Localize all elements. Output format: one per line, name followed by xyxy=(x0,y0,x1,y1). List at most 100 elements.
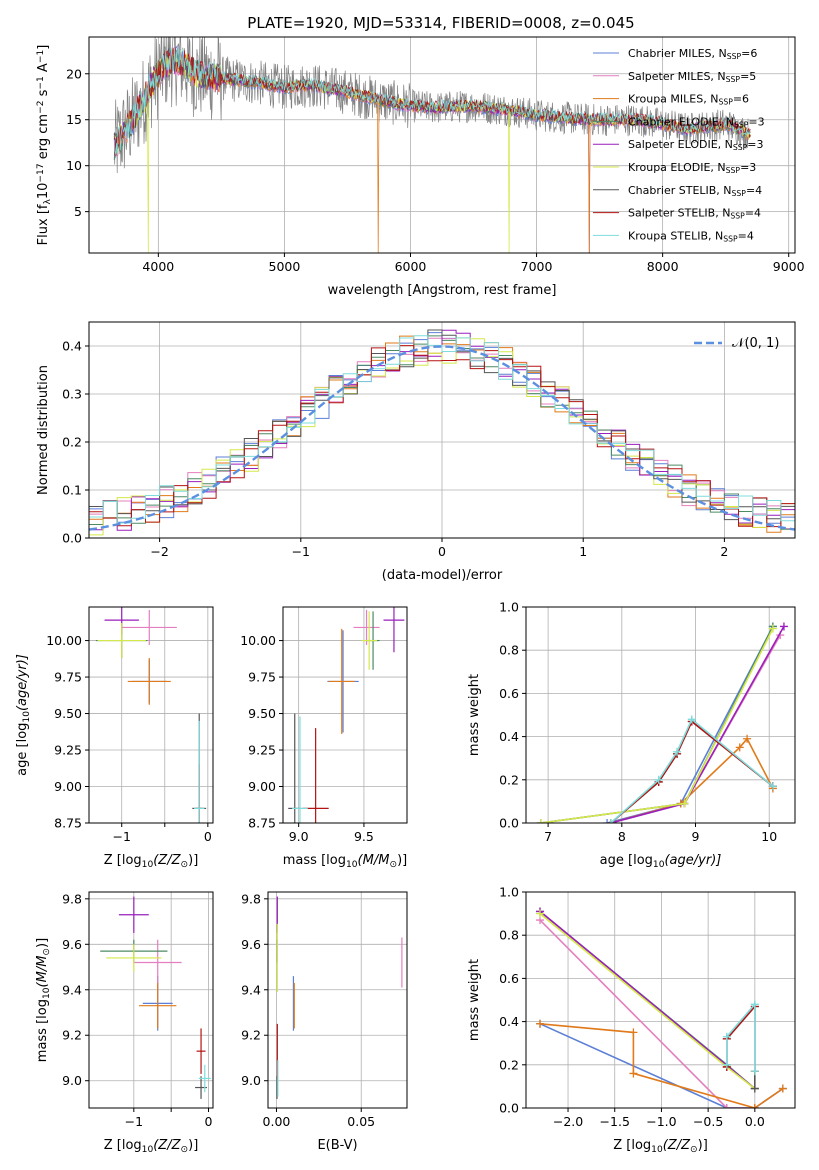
histogram-salpeter-elodie xyxy=(89,329,795,531)
mass_vs_Z-axes: −1 0 9.0 9.2 9.4 9.6 9.8 xyxy=(62,891,214,1129)
y-tick-label: 1.0 xyxy=(499,600,519,615)
residuals-ylabel: Normed distribution xyxy=(36,365,51,495)
weight-vs-age-ylabel: mass weight xyxy=(467,674,482,756)
mass_weight_vs_age-axes: 7 8 9 10 0.0 0.2 0.4 0.6 0.8 1.0 xyxy=(499,600,796,844)
x-tick-label: −1 xyxy=(113,829,131,844)
legend-label-salpeter-elodie: Salpeter ELODIE, NSSP=3 xyxy=(628,138,764,152)
y-tick-label: 0.2 xyxy=(499,1057,519,1072)
weight-marker xyxy=(722,1060,731,1069)
weight-marker xyxy=(722,1032,731,1041)
mass_weight_vs_Z-plot-area xyxy=(526,892,795,1108)
histogram-salpeter-stelib xyxy=(89,345,795,528)
legend-label-salpeter-stelib: Salpeter STELIB, NSSP=4 xyxy=(628,207,761,221)
figure-title: PLATE=1920, MJD=53314, FIBERID=0008, z=0… xyxy=(247,14,634,32)
y-tick-label: 9.6 xyxy=(241,937,261,952)
y-tick-label: 9.50 xyxy=(54,706,82,721)
weight-marker xyxy=(750,1000,759,1009)
y-tick-label: 9.00 xyxy=(248,779,276,794)
spectrum-xlabel: wavelength [Angstrom, rest frame] xyxy=(328,283,557,298)
errorbar-kroupa-stelib xyxy=(198,1064,211,1093)
mass-vs-z-ylabel: mass [log10(M/M⊙)] xyxy=(35,938,52,1062)
errorbar-salpeter-miles xyxy=(121,609,177,645)
spectrum-axes: 4000 5000 6000 7000 8000 9000 5 10 15 20 xyxy=(66,36,805,274)
x-tick-label: 0.00 xyxy=(263,1114,291,1129)
y-tick-label: 8.75 xyxy=(248,816,276,831)
errorbar-salpeter-miles xyxy=(353,609,380,645)
x-tick-label: −0.5 xyxy=(693,1114,723,1129)
weight-marker xyxy=(750,1067,759,1076)
weight-marker xyxy=(722,1104,731,1108)
y-tick-label: 0.2 xyxy=(499,772,519,787)
x-tick-label: 0 xyxy=(205,1114,213,1129)
age-vs-z-ylabel: age [log10(age/yr)] xyxy=(15,654,32,776)
errorbar-kroupa-miles xyxy=(139,982,177,1029)
x-tick-label: 0 xyxy=(204,829,212,844)
y-tick-label: 9.2 xyxy=(241,1028,261,1043)
weight-marker xyxy=(536,819,545,823)
weight-marker xyxy=(778,1084,787,1093)
weight-series-kroupa-miles xyxy=(536,1019,787,1108)
y-tick-label: 9.25 xyxy=(248,743,276,758)
mass_weight_vs_Z-frame xyxy=(525,891,796,1109)
x-tick-label: 9.0 xyxy=(289,829,309,844)
y-tick-label: 15 xyxy=(66,112,82,127)
y-tick-label: 1.0 xyxy=(499,885,519,900)
weight-vs-z-xlabel: Z [log10(Z/Z⊙)] xyxy=(613,1138,708,1155)
mass_weight_vs_Z-axes: −2.0 −1.5 −1.0 −0.5 0.0 0.0 0.2 0.4 0.6 0.8 1.0 xyxy=(499,885,796,1129)
y-tick-label: 9.4 xyxy=(62,982,82,997)
y-tick-label: 20 xyxy=(66,66,82,81)
y-tick-label: 10.00 xyxy=(240,633,276,648)
y-tick-label: 5 xyxy=(74,204,82,219)
y-tick-label: 9.25 xyxy=(54,743,82,758)
mass_weight_vs_age-plot-area xyxy=(526,607,795,823)
weight-marker xyxy=(779,622,788,631)
weight-marker xyxy=(629,1028,638,1037)
weight-line xyxy=(539,919,755,1108)
weight-vs-z-ylabel: mass weight xyxy=(467,959,482,1041)
histogram-kroupa-stelib xyxy=(89,335,795,524)
residuals-xlabel: (data-model)/error xyxy=(382,568,503,583)
y-tick-label: 0.4 xyxy=(499,1014,519,1029)
age_vs_mass-plot-area xyxy=(283,607,407,823)
x-tick-label: −1 xyxy=(292,544,310,559)
spectrum-frame xyxy=(88,36,796,254)
y-tick-label: 0.2 xyxy=(62,435,82,450)
age_vs_mass-axes: 9.0 9.5 8.75 9.00 9.25 9.50 9.75 10.00 xyxy=(240,606,408,844)
y-tick-label: 0.8 xyxy=(499,928,519,943)
errorbar-salpeter-stelib xyxy=(196,1028,206,1074)
age_vs_mass-grid xyxy=(283,607,407,823)
mass_vs_ebv-axes: 0.00 0.05 9.0 9.2 9.4 9.6 9.8 xyxy=(241,891,408,1129)
errorbar-kroupa-miles xyxy=(127,658,171,705)
x-tick-label: 9000 xyxy=(773,259,805,274)
errorbar-kroupa-elodie xyxy=(106,944,162,972)
errorbar-salpeter-elodie xyxy=(383,607,405,653)
x-tick-label: 7 xyxy=(544,829,552,844)
errorbar-kroupa-elodie xyxy=(97,623,146,659)
x-tick-label: 10 xyxy=(761,829,777,844)
y-tick-label: 9.8 xyxy=(241,891,261,906)
y-tick-label: 0.8 xyxy=(499,643,519,658)
x-tick-label: −1 xyxy=(125,1114,143,1129)
legend-label-chabrier-elodie: Chabrier ELODIE, NSSP=3 xyxy=(628,115,765,129)
mass_weight_vs_age-frame xyxy=(525,606,796,824)
errorbar-kroupa-elodie xyxy=(361,611,377,670)
weight-marker xyxy=(735,743,744,752)
errorbar-kroupa-miles xyxy=(328,628,355,734)
errorbar-kroupa-stelib xyxy=(194,720,205,823)
mass-vs-z-xlabel: Z [log10(Z/Z⊙)] xyxy=(104,1138,199,1155)
normal-reference-curve xyxy=(89,345,795,531)
y-tick-label: 9.0 xyxy=(62,1073,82,1088)
errorbar-salpeter-miles xyxy=(133,939,182,986)
weight-marker xyxy=(536,1019,545,1028)
mass-vs-ebv-xlabel: E(B-V) xyxy=(317,1138,357,1153)
legend-label-kroupa-elodie: Kroupa ELODIE, NSSP=3 xyxy=(628,161,756,175)
weight-line xyxy=(539,910,756,1090)
x-tick-label: 1 xyxy=(579,544,587,559)
x-tick-label: 2 xyxy=(720,544,728,559)
weight-marker xyxy=(603,819,612,823)
weight-marker xyxy=(768,624,777,633)
age-vs-z-xlabel: Z [log10(Z/Z⊙)] xyxy=(104,853,199,870)
spectrum-model-kroupa-stelib xyxy=(113,46,751,155)
